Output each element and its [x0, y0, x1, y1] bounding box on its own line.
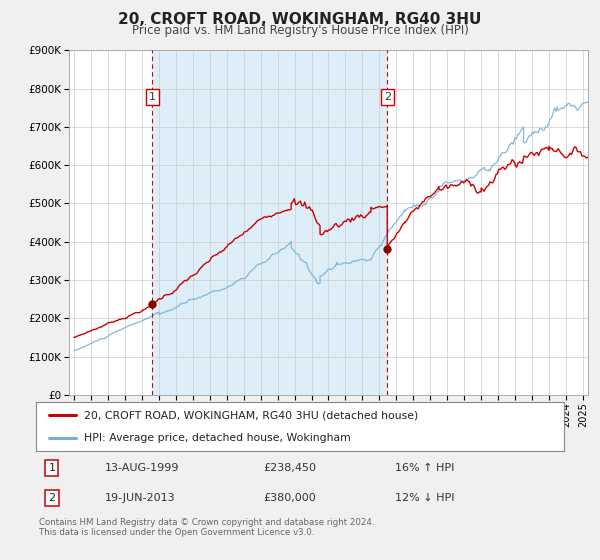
- Text: 2: 2: [48, 493, 55, 503]
- Text: HPI: Average price, detached house, Wokingham: HPI: Average price, detached house, Woki…: [83, 433, 350, 444]
- Text: 13-AUG-1999: 13-AUG-1999: [104, 463, 179, 473]
- Text: 2: 2: [383, 92, 391, 102]
- Text: Contains HM Land Registry data © Crown copyright and database right 2024.
This d: Contains HM Land Registry data © Crown c…: [39, 518, 374, 538]
- Text: Price paid vs. HM Land Registry's House Price Index (HPI): Price paid vs. HM Land Registry's House …: [131, 24, 469, 36]
- Text: £380,000: £380,000: [263, 493, 316, 503]
- Text: 16% ↑ HPI: 16% ↑ HPI: [395, 463, 454, 473]
- Text: £238,450: £238,450: [263, 463, 316, 473]
- Text: 1: 1: [149, 92, 156, 102]
- Text: 20, CROFT ROAD, WOKINGHAM, RG40 3HU: 20, CROFT ROAD, WOKINGHAM, RG40 3HU: [118, 12, 482, 27]
- Text: 20, CROFT ROAD, WOKINGHAM, RG40 3HU (detached house): 20, CROFT ROAD, WOKINGHAM, RG40 3HU (det…: [83, 410, 418, 421]
- Text: 12% ↓ HPI: 12% ↓ HPI: [395, 493, 455, 503]
- Text: 1: 1: [49, 463, 55, 473]
- Bar: [152, 50, 387, 395]
- Text: 19-JUN-2013: 19-JUN-2013: [104, 493, 175, 503]
